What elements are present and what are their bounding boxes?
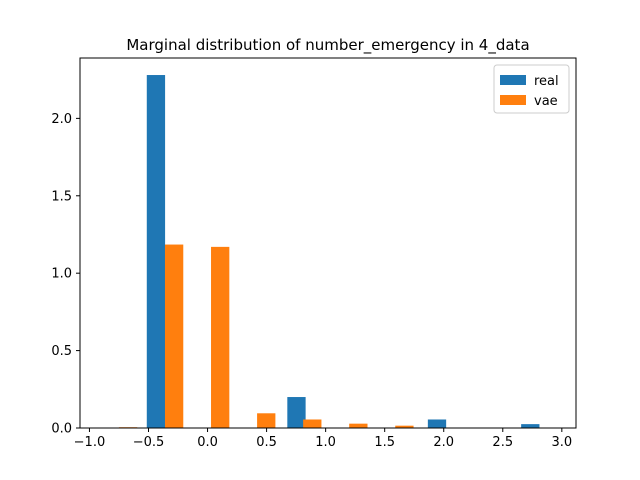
legend-box <box>493 64 570 114</box>
bar-vae-3 <box>257 413 276 428</box>
x-tick-label-5: 1.5 <box>374 435 395 450</box>
bar-vae-1 <box>164 244 184 428</box>
y-tick-label-3: 1.5 <box>51 189 72 204</box>
x-tick-label-8: 3.0 <box>551 435 572 450</box>
y-tick-label-2: 1.0 <box>51 267 72 282</box>
x-tick-label-3: 0.5 <box>256 435 277 450</box>
legend-label-vae: vae <box>534 94 558 109</box>
bar-vae-6 <box>395 425 414 428</box>
x-tick-label-4: 1.0 <box>315 435 336 450</box>
x-tick-label-2: 0.0 <box>197 435 218 450</box>
bar-real-0 <box>146 75 166 428</box>
x-tick-label-6: 2.0 <box>433 435 454 450</box>
plot-frame <box>79 57 577 429</box>
legend-swatch-real <box>500 75 526 85</box>
bar-real-1 <box>287 397 306 428</box>
y-tick-label-1: 0.5 <box>51 344 72 359</box>
y-axis: 0.0 0.5 1.0 1.5 2.0 <box>51 112 80 437</box>
y-tick-label-4: 2.0 <box>51 112 72 127</box>
x-tick-label-1: −0.5 <box>133 435 165 450</box>
x-tick-label-0: −1.0 <box>74 435 106 450</box>
bars-group <box>118 75 540 428</box>
x-tick-label-7: 2.5 <box>492 435 513 450</box>
chart-title: Marginal distribution of number_emergenc… <box>126 36 529 55</box>
bar-real-3 <box>521 424 540 428</box>
bar-vae-4 <box>303 419 322 428</box>
bar-vae-5 <box>349 423 368 428</box>
x-axis: −1.0 −0.5 0.0 0.5 1.0 1.5 2.0 2.5 3.0 <box>74 428 572 450</box>
bar-real-2 <box>427 419 447 428</box>
legend-swatch-vae <box>500 95 526 105</box>
y-tick-label-0: 0.0 <box>51 422 72 437</box>
bar-vae-2 <box>211 246 230 428</box>
legend-label-real: real <box>534 74 559 89</box>
legend: real vae <box>493 64 570 114</box>
